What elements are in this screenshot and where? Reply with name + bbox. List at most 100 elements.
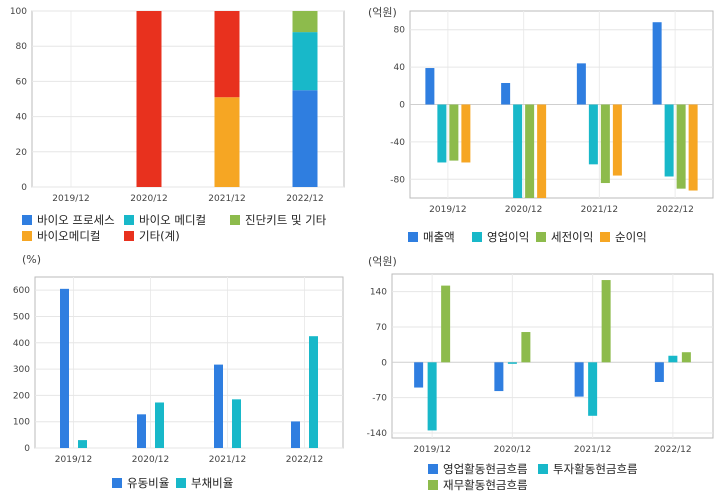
legend-swatch	[408, 232, 418, 242]
legend-swatch	[536, 232, 546, 242]
plot-area	[31, 10, 345, 188]
legend-label: 매출액	[423, 230, 455, 244]
bar	[652, 22, 662, 105]
y-tick-label: -140	[367, 429, 388, 439]
y-tick-label: 600	[13, 286, 30, 296]
y-tick-label: -80	[390, 175, 405, 185]
bar	[494, 362, 504, 392]
legend-swatch	[124, 215, 134, 225]
legend-item-biomedical: 바이오메디컬	[22, 228, 100, 244]
x-tick-label: 2019/12	[429, 205, 466, 215]
ratio-unit-label: (%)	[22, 253, 42, 266]
bar	[461, 104, 471, 163]
legend-label: 유동비율	[127, 476, 170, 490]
bar	[513, 104, 523, 198]
bar	[525, 104, 535, 198]
y-tick-label: 400	[13, 339, 30, 349]
bar	[214, 364, 223, 448]
y-tick-label: 80	[394, 26, 406, 36]
legend-item-financing-cf: 재무활동현금흐름	[428, 477, 528, 493]
bar	[155, 402, 164, 448]
x-tick-label: 2021/12	[574, 445, 611, 455]
ratio-chart-panel: (%) 0 100 200 300 400 500 600 2019/12 2020/12 202…	[0, 248, 360, 496]
x-tick-label: 2019/12	[413, 445, 450, 455]
legend-label: 바이오 프로세스	[37, 213, 115, 227]
plot-area	[391, 273, 714, 439]
bar	[437, 104, 447, 163]
income-chart-panel: (억원) -80 -40 0 40 80 2019/12 2020/12 2021/12 202…	[360, 0, 720, 248]
bar	[292, 11, 318, 33]
bar	[574, 362, 584, 397]
x-tick-label: 2022/12	[286, 455, 323, 465]
legend-item-diagnostic-kit: 진단키트 및 기타	[230, 212, 326, 228]
y-tick-label: 40	[394, 63, 406, 73]
legend-item-bio-process: 바이오 프로세스	[22, 212, 115, 228]
legend-label: 바이오 메디컬	[139, 213, 207, 227]
x-tick-label: 2019/12	[52, 194, 89, 204]
x-tick-label: 2021/12	[209, 455, 246, 465]
y-tick-label: 500	[13, 312, 30, 322]
bar	[501, 82, 511, 105]
bar	[588, 104, 598, 165]
y-tick-label: 70	[376, 323, 388, 333]
legend-item-investing-cf: 투자활동현금흐름	[538, 461, 638, 477]
bar	[537, 104, 547, 198]
bar	[681, 352, 691, 363]
bar	[214, 11, 240, 98]
y-tick-label: -40	[390, 138, 405, 148]
legend-label: 기타(계)	[139, 229, 180, 243]
x-tick-label: 2020/12	[505, 205, 542, 215]
bar	[664, 104, 674, 177]
legend-swatch	[176, 478, 186, 488]
y-tick-label: 0	[21, 183, 27, 193]
y-tick-label: 60	[16, 77, 28, 87]
bar	[676, 104, 686, 189]
x-tick-label: 2020/12	[494, 445, 531, 455]
legend-swatch	[538, 464, 548, 474]
bar	[427, 362, 437, 431]
legend-swatch	[600, 232, 610, 242]
y-tick-label: 0	[381, 358, 387, 368]
legend-swatch	[22, 215, 32, 225]
bar	[292, 90, 318, 187]
y-tick-label: 100	[10, 7, 27, 17]
income-unit-label: (억원)	[368, 6, 397, 19]
legend-item-debt-ratio: 부채비율	[176, 475, 233, 491]
y-tick-label: 80	[16, 42, 28, 52]
legend-item-current-ratio: 유동비율	[112, 475, 169, 491]
bar	[601, 280, 611, 363]
legend-item-pretax-income: 세전이익	[536, 229, 593, 245]
legend-item-operating-cf: 영업활동현금흐름	[428, 461, 528, 477]
legend-label: 진단키트 및 기타	[245, 213, 327, 227]
bar	[441, 285, 451, 363]
income-chart: -80 -40 0 40 80 2019/12 2020/12 2021/12 2022/12	[390, 10, 714, 215]
bar	[137, 414, 146, 448]
x-tick-label: 2020/12	[130, 194, 167, 204]
bar	[668, 355, 678, 363]
legend-item-operating-income: 영업이익	[472, 229, 529, 245]
bar	[232, 399, 241, 448]
x-tick-label: 2020/12	[132, 455, 169, 465]
legend-swatch	[472, 232, 482, 242]
bar	[507, 362, 517, 364]
bar	[136, 11, 162, 187]
legend-label: 부채비율	[191, 476, 234, 490]
cashflow-chart: -140 -70 0 70 140 2019/12 2020/12 2021/12 2022/1…	[367, 273, 714, 455]
bar	[600, 104, 610, 184]
bar	[449, 104, 459, 161]
y-tick-label: -70	[372, 394, 387, 404]
cashflow-chart-panel: (억원) -140 -70 0 70 140 2019/12 2020/12 2021/12 2…	[360, 248, 720, 496]
legend-label: 영업이익	[487, 230, 530, 244]
legend-item-revenue: 매출액	[408, 229, 455, 245]
y-tick-label: 40	[16, 113, 28, 123]
legend-swatch	[22, 231, 32, 241]
x-tick-label: 2021/12	[208, 194, 245, 204]
legend-item-net-income: 순이익	[600, 229, 647, 245]
x-tick-label: 2019/12	[55, 455, 92, 465]
y-tick-label: 300	[13, 365, 30, 375]
x-tick-label: 2022/12	[654, 445, 691, 455]
bar	[588, 362, 598, 416]
y-tick-label: 20	[16, 148, 28, 158]
ratio-chart: 0 100 200 300 400 500 600 2019/12 2020/12 2021/12…	[13, 276, 344, 465]
cashflow-unit-label: (억원)	[368, 255, 397, 268]
